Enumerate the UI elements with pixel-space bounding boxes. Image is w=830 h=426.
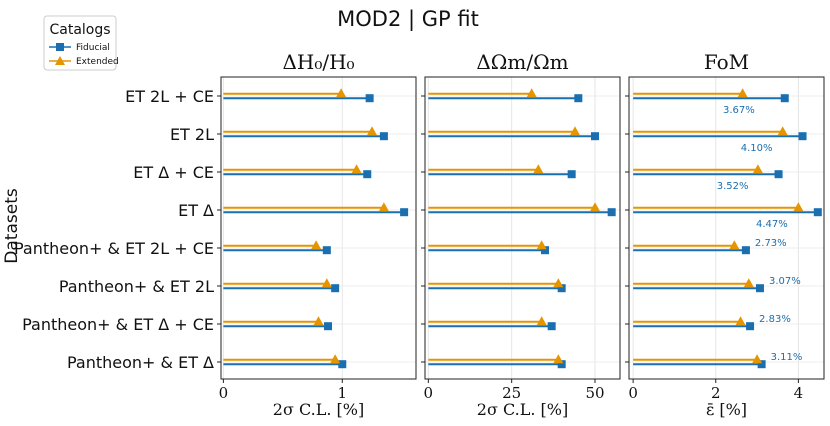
extended-marker-1 [777,126,788,136]
category-label-6: Pantheon+ & ET Δ + CE [22,315,214,334]
extended-marker-0 [737,88,748,98]
fiducial-marker-0 [574,94,583,103]
extended-marker-7 [553,354,564,364]
extended-marker-5 [743,278,754,288]
fiducial-marker-2 [567,170,576,179]
panel-frame [220,76,417,380]
panel-title: ΔΩm/Ωm [476,50,568,74]
legend-marker-extended [55,56,65,65]
fiducial-marker-2 [774,170,783,179]
x-tick-label-0: 0 [219,384,229,402]
fiducial-marker-4 [741,246,750,255]
x-axis-label: 2σ C.L. [%] [273,400,364,419]
extended-marker-3 [793,202,804,212]
extended-marker-6 [735,316,746,326]
extended-marker-0 [336,88,347,98]
x-tick-label-0: 0 [424,384,434,402]
x-tick-label-1: 2 [711,384,721,402]
fiducial-marker-4 [322,246,331,255]
category-label-7: Pantheon+ & ET Δ [67,353,214,372]
x-tick-label-1: 25 [502,384,521,402]
annotation-1: 4.10% [741,143,773,154]
legend-marker-fiducial [56,43,64,51]
legend: Catalogs Fiducial Extended [43,15,119,71]
extended-marker-3 [378,202,389,212]
extended-marker-7 [752,354,763,364]
fiducial-marker-5 [557,284,566,293]
x-axis-label: 2σ C.L. [%] [477,400,568,419]
annotation-3: 4.47% [756,219,788,230]
fiducial-marker-1 [379,132,388,141]
extended-marker-2 [752,164,763,174]
annotation-4: 2.73% [755,238,787,249]
category-label-2: ET Δ + CE [133,163,214,182]
extended-marker-1 [570,126,580,136]
fiducial-marker-6 [746,322,755,331]
extended-marker-2 [351,164,362,174]
extended-marker-1 [367,126,378,136]
fiducial-marker-3 [607,208,616,217]
category-label-4: Pantheon+ & ET 2L + CE [14,239,214,258]
legend-label-extended: Extended [76,57,119,67]
panel-frame [628,76,825,380]
fiducial-marker-1 [798,132,807,141]
fiducial-marker-4 [541,246,549,255]
panel-title: FoM [704,50,749,74]
fiducial-marker-5 [331,284,340,293]
fiducial-marker-7 [338,360,347,369]
panel-1: ΔH₀/H₀ 0 12σ C.L. [%] [217,50,417,419]
fiducial-marker-0 [780,94,789,103]
legend-label-fiducial: Fiducial [76,43,110,53]
x-tick-label-2: 50 [585,384,604,402]
extended-marker-4 [729,240,740,250]
extended-marker-2 [533,164,544,174]
extended-marker-5 [321,278,332,288]
legend-title: Catalogs [49,22,110,38]
annotation-6: 2.83% [759,314,791,325]
fiducial-marker-1 [591,132,599,141]
annotation-7: 3.11% [771,352,803,363]
x-tick-label-2: 4 [794,384,804,402]
extended-marker-5 [553,278,564,288]
legend-frame [43,15,117,71]
y-axis-label: Datasets [2,188,22,264]
fiducial-marker-0 [365,94,374,103]
extended-marker-6 [536,316,547,326]
annotation-0: 3.67% [723,105,755,116]
extended-marker-0 [526,88,537,98]
category-label-3: ET Δ [178,201,214,220]
extended-marker-4 [311,240,322,250]
annotation-2: 3.52% [717,181,749,192]
annotation-5: 3.07% [769,276,801,287]
x-axis-label: ε̄ [%] [706,400,747,419]
fiducial-marker-2 [363,170,372,179]
extended-marker-4 [536,240,547,250]
category-label-5: Pantheon+ & ET 2L [59,277,214,296]
fiducial-marker-3 [400,208,409,217]
fiducial-marker-3 [813,208,822,217]
fiducial-marker-5 [755,284,764,293]
category-label-1: ET 2L [170,125,214,144]
x-tick-label-0: 0 [628,384,638,402]
extended-marker-7 [330,354,341,364]
fiducial-marker-7 [757,360,766,369]
extended-marker-3 [590,202,600,212]
extended-marker-6 [313,316,324,326]
panel-3: FoM 3.67% 4.10% 3.52% 4.47% 2.73% 3.07% 2.83% 3.… [625,50,825,419]
panel-title: ΔH₀/H₀ [282,50,354,74]
x-tick-label-1: 1 [338,384,348,402]
panel-2: ΔΩm/Ωm 0 25 50 2σ C.L. [%] [421,50,621,419]
category-label-0: ET 2L + CE [125,87,214,106]
panel-frame [424,76,621,380]
fiducial-marker-6 [547,322,556,331]
figure-title: MOD2 | GP fit [337,7,479,32]
fiducial-marker-6 [324,322,333,331]
fiducial-marker-7 [557,360,566,369]
